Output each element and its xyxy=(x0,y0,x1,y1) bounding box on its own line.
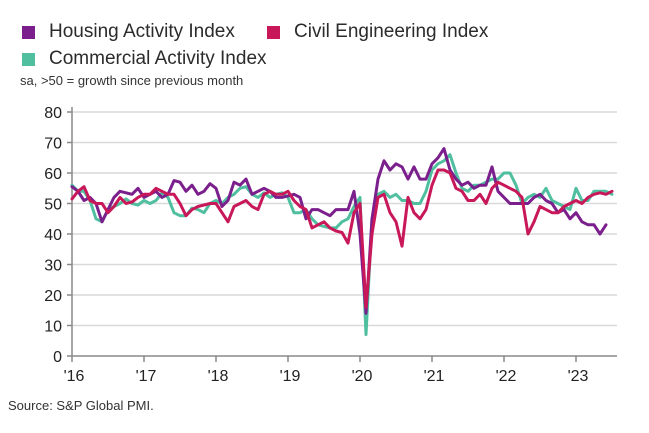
legend-swatch-civil xyxy=(267,25,280,39)
legend-item-commercial: Commercial Activity Index xyxy=(22,48,267,70)
x-tick-label-7: '23 xyxy=(568,368,589,385)
x-tick-label-1: '17 xyxy=(136,368,157,385)
y-tick-label-80: 80 xyxy=(44,105,62,122)
legend-item-civil: Civil Engineering Index xyxy=(267,21,488,43)
x-tick-label-3: '19 xyxy=(280,368,301,385)
y-tick-label-20: 20 xyxy=(44,288,62,305)
x-tick-label-2: '18 xyxy=(208,368,229,385)
y-tick-label-50: 50 xyxy=(44,197,62,214)
x-tick-label-6: '22 xyxy=(496,368,517,385)
legend-label-commercial: Commercial Activity Index xyxy=(49,48,267,69)
source-note: Source: S&P Global PMI. xyxy=(8,398,154,413)
y-tick-label-40: 40 xyxy=(44,227,62,244)
y-tick-label-60: 60 xyxy=(44,166,62,183)
legend-item-housing: Housing Activity Index xyxy=(22,21,235,43)
y-tick-label-70: 70 xyxy=(44,136,62,153)
legend-label-civil: Civil Engineering Index xyxy=(294,21,489,42)
x-tick-label-5: '21 xyxy=(424,368,445,385)
x-axis-ticks: '16 '17 '18 '19 '20 '21 '22 '23 xyxy=(64,356,589,385)
legend-label-housing: Housing Activity Index xyxy=(49,21,235,42)
y-tick-label-0: 0 xyxy=(53,349,62,366)
legend-swatch-commercial xyxy=(22,52,35,66)
series-line-housing-activity-index xyxy=(70,147,608,315)
y-axis-ticks: 0 10 20 30 40 50 60 70 80 xyxy=(44,105,72,366)
y-tick-label-10: 10 xyxy=(44,319,62,336)
legend-swatch-housing xyxy=(22,25,35,39)
x-tick-label-0: '16 xyxy=(64,368,85,385)
y-tick-label-30: 30 xyxy=(44,258,62,275)
series-line-civil-engineering-index xyxy=(70,168,614,309)
x-tick-label-4: '20 xyxy=(352,368,373,385)
series-line-commercial-activity-index xyxy=(70,153,614,337)
axes xyxy=(71,107,617,357)
series-lines xyxy=(70,147,614,337)
chart-subtitle: sa, >50 = growth since previous month xyxy=(20,73,244,88)
